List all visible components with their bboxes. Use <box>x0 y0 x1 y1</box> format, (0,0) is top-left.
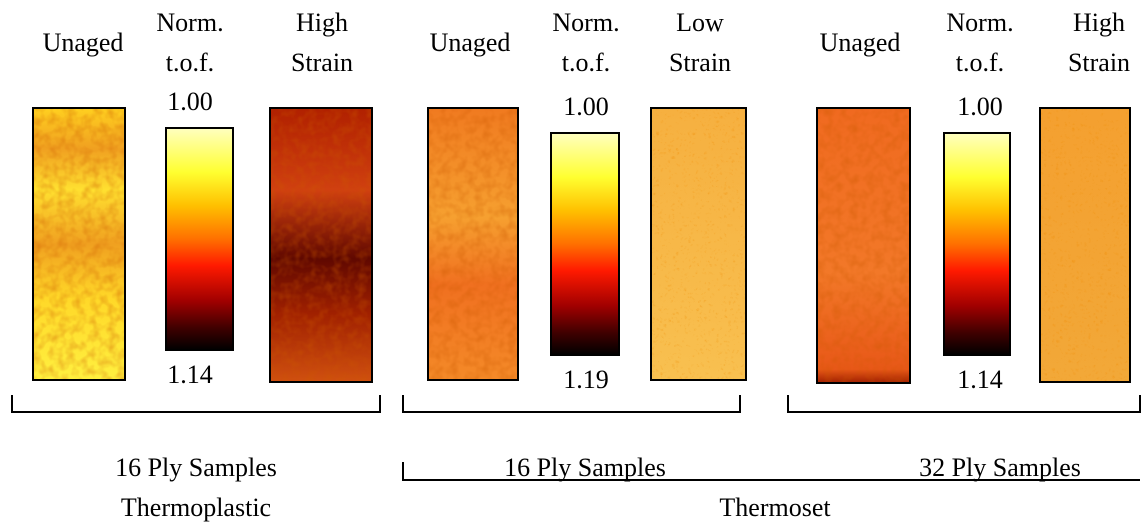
scale-bottom: 1.14 <box>167 360 213 389</box>
unaged-label: Unaged <box>43 28 124 57</box>
scale-label: t.o.f. <box>562 48 610 77</box>
scale-top: 1.00 <box>167 87 213 116</box>
group-caption: 16 Ply Samples <box>115 453 277 482</box>
strain-label: Low <box>676 8 724 37</box>
colorbar <box>943 132 1011 356</box>
bracket <box>787 395 1141 413</box>
unaged-image-border <box>32 107 126 381</box>
strain-label: High <box>296 8 348 37</box>
colorbar <box>165 127 234 351</box>
unaged-image-texture <box>817 108 910 383</box>
unaged-label: Unaged <box>430 28 511 57</box>
unaged-image-border <box>816 107 911 384</box>
scale-top: 1.00 <box>563 92 609 121</box>
scale-label: Norm. <box>946 8 1013 37</box>
bracket <box>11 395 381 413</box>
scale-label: Norm. <box>156 8 223 37</box>
material-label: Thermoplastic <box>121 493 271 522</box>
group-caption: 32 Ply Samples <box>919 453 1081 482</box>
unaged-image-texture <box>33 108 125 380</box>
material-label: Thermoset <box>719 493 831 522</box>
strained-image-texture <box>1040 108 1130 382</box>
strain-label: Strain <box>291 48 353 77</box>
scale-label: t.o.f. <box>166 48 214 77</box>
unaged-label: Unaged <box>820 28 901 57</box>
bracket <box>402 395 741 413</box>
colorbar <box>550 132 620 356</box>
bracket <box>402 462 1140 481</box>
strain-label: Strain <box>1068 48 1130 77</box>
strained-image-texture <box>270 108 372 382</box>
unaged-image-border <box>427 107 519 381</box>
strained-image-border <box>1039 107 1131 383</box>
scale-label: t.o.f. <box>956 48 1004 77</box>
strain-label: Strain <box>669 48 731 77</box>
strain-label: High <box>1073 8 1125 37</box>
strained-image-border <box>269 107 373 383</box>
scale-top: 1.00 <box>957 92 1003 121</box>
strained-image-border <box>650 107 747 381</box>
group-caption: 16 Ply Samples <box>504 453 666 482</box>
scale-bottom: 1.14 <box>957 365 1003 394</box>
scale-bottom: 1.19 <box>563 365 609 394</box>
unaged-image-texture <box>428 108 518 380</box>
scale-label: Norm. <box>552 8 619 37</box>
strained-image-texture <box>651 108 746 380</box>
